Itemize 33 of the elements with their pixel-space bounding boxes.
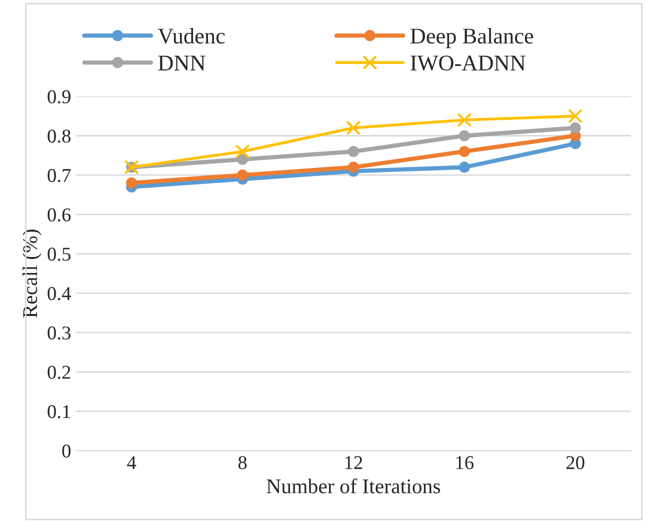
y-tick-label: 0.9 bbox=[48, 90, 70, 104]
y-tick-label: 0.7 bbox=[48, 168, 71, 182]
point bbox=[458, 130, 470, 142]
point bbox=[126, 177, 138, 189]
y-tick-label: 0 bbox=[62, 444, 71, 458]
x-tick-label: 16 bbox=[456, 456, 474, 470]
y-tick-label: 0.8 bbox=[48, 130, 71, 143]
x-axis-title: Number of Iterations bbox=[266, 478, 440, 494]
point bbox=[235, 144, 250, 159]
y-tick-label: 0.1 bbox=[48, 405, 70, 418]
point bbox=[236, 154, 248, 165]
legend-label: Deep Balance bbox=[410, 28, 534, 48]
point bbox=[458, 162, 470, 173]
point bbox=[568, 108, 583, 124]
point bbox=[457, 112, 472, 128]
x-tick-label: 20 bbox=[566, 456, 584, 470]
point bbox=[348, 146, 360, 158]
y-tick-label: 0.6 bbox=[48, 208, 71, 222]
y-tick-label: 0.3 bbox=[48, 326, 70, 340]
point bbox=[570, 122, 581, 134]
legend-label: IWO-ADNN bbox=[410, 56, 526, 71]
y-tick-label: 0.5 bbox=[48, 248, 70, 261]
y-tick-label: 0.2 bbox=[48, 366, 70, 379]
x-tick-label: 12 bbox=[345, 456, 362, 470]
y-tick-label: 0.4 bbox=[48, 287, 71, 300]
x-tick-label: 4 bbox=[127, 456, 136, 470]
legend-label: DNN bbox=[158, 56, 206, 70]
legend-label: Vudenc bbox=[158, 28, 225, 44]
x-tick-label: 8 bbox=[238, 456, 247, 470]
point bbox=[346, 120, 361, 136]
point bbox=[348, 162, 360, 173]
point bbox=[236, 170, 248, 181]
point bbox=[458, 146, 470, 158]
